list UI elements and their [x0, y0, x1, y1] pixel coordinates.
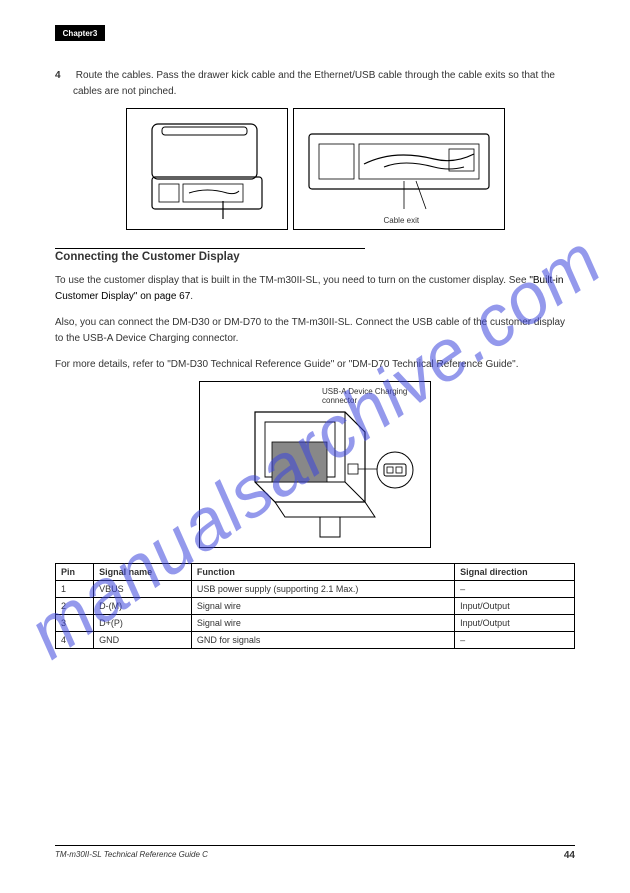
td: Signal wire [191, 598, 454, 615]
td: 2 [56, 598, 94, 615]
th-direction: Signal direction [455, 564, 575, 581]
figure-row-top: Cable exit [55, 108, 575, 230]
step-4-text: 4 Route the cables. Pass the drawer kick… [55, 68, 575, 100]
printer-bottom-illustration-icon [127, 109, 287, 229]
section-para-1: To use the customer display that is buil… [55, 273, 575, 305]
footer-page-number: 44 [564, 850, 575, 861]
step-4-body: Route the cables. Pass the drawer kick c… [73, 70, 555, 97]
caption-usb-connector: USB-A Device Charging connector [322, 387, 422, 405]
table-row: 1 VBUS USB power supply (supporting 2.1 … [56, 581, 575, 598]
section-para-3: For more details, refer to "DM-D30 Techn… [55, 357, 575, 373]
section-divider [55, 248, 365, 249]
figure-printer-bottom-small [126, 108, 288, 230]
table-row: 3 D+(P) Signal wire Input/Output [56, 615, 575, 632]
page-container: Chapter3 4 Route the cables. Pass the dr… [0, 0, 630, 893]
table-row: 4 GND GND for signals – [56, 632, 575, 649]
th-signal: Signal name [94, 564, 192, 581]
td: 4 [56, 632, 94, 649]
td: 1 [56, 581, 94, 598]
section-p1-text: To use the customer display that is buil… [55, 275, 529, 286]
table-row: 2 D-(M) Signal wire Input/Output [56, 598, 575, 615]
td: Input/Output [455, 598, 575, 615]
th-pin: Pin [56, 564, 94, 581]
td: D-(M) [94, 598, 192, 615]
td: – [455, 632, 575, 649]
table-body: 1 VBUS USB power supply (supporting 2.1 … [56, 581, 575, 649]
pin-spec-table: Pin Signal name Function Signal directio… [55, 563, 575, 649]
td: – [455, 581, 575, 598]
caption-cable-exit: Cable exit [384, 216, 420, 225]
page-footer: TM-m30II-SL Technical Reference Guide C … [55, 845, 575, 861]
table-header-row: Pin Signal name Function Signal directio… [56, 564, 575, 581]
printer-bottom-detail-icon [294, 109, 504, 229]
footer-left: TM-m30II-SL Technical Reference Guide C [55, 850, 208, 861]
section-title: Connecting the Customer Display [55, 251, 575, 263]
step-4-number: 4 [55, 68, 73, 84]
td: VBUS [94, 581, 192, 598]
td: D+(P) [94, 615, 192, 632]
printer-usb-illustration-icon [200, 382, 430, 547]
th-function: Function [191, 564, 454, 581]
td: Input/Output [455, 615, 575, 632]
td: Signal wire [191, 615, 454, 632]
chapter-tag: Chapter3 [55, 25, 105, 41]
section-para-2: Also, you can connect the DM-D30 or DM-D… [55, 315, 575, 347]
figure-printer-bottom-detail: Cable exit [293, 108, 505, 230]
td: USB power supply (supporting 2.1 Max.) [191, 581, 454, 598]
td: GND [94, 632, 192, 649]
td: 3 [56, 615, 94, 632]
td: GND for signals [191, 632, 454, 649]
figure-printer-usb: USB-A Device Charging connector [199, 381, 431, 548]
